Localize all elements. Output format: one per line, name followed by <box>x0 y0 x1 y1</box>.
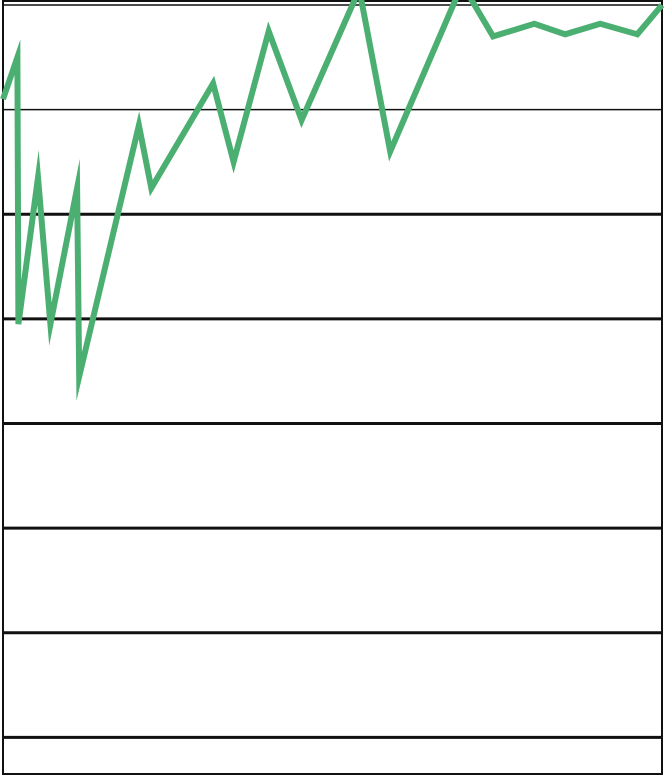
series-line-0 <box>0 0 665 401</box>
series-layer <box>0 0 665 401</box>
gridlines <box>3 4 662 739</box>
